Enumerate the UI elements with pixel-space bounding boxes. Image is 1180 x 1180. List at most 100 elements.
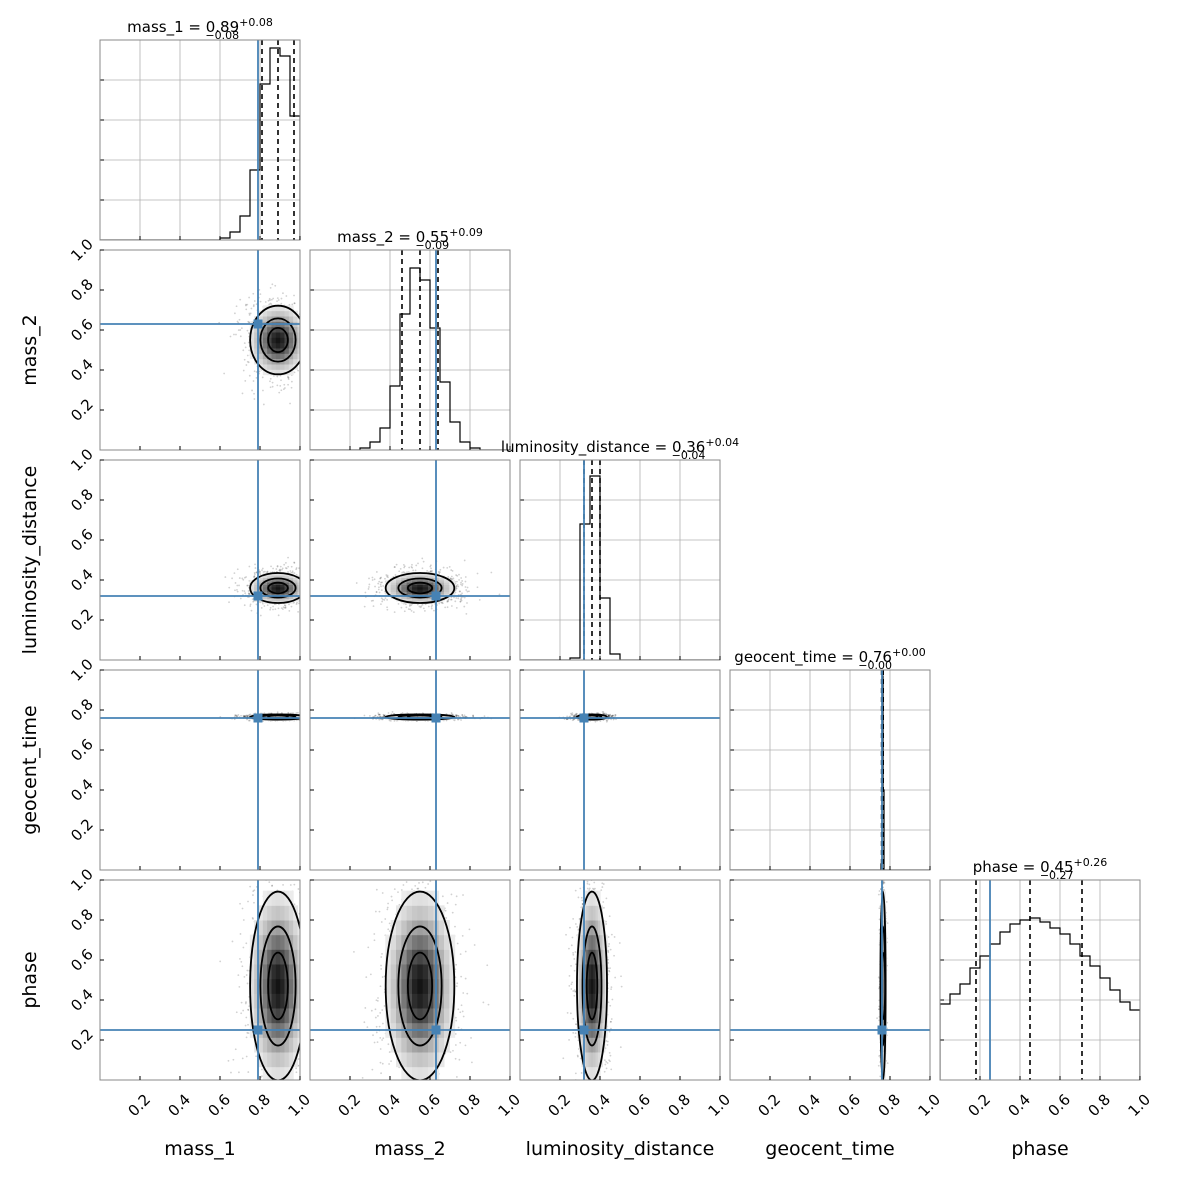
sample-point (283, 604, 286, 607)
density-bin (302, 715, 307, 718)
sample-point (424, 603, 427, 606)
sample-point (238, 584, 240, 587)
sample-point (414, 569, 417, 572)
sample-point (377, 712, 380, 715)
density-bin (288, 353, 294, 360)
sample-point (253, 575, 256, 577)
sample-point (276, 564, 279, 567)
sample-point (421, 603, 424, 606)
sample-point (455, 714, 458, 717)
density-bin (258, 358, 264, 365)
y-tick-label: 0.6 (67, 735, 97, 765)
sample-point (304, 715, 306, 717)
sample-point (406, 571, 408, 574)
sample-point (410, 609, 413, 612)
histogram-mass_2 (310, 267, 510, 450)
sample-point (463, 605, 466, 608)
density-bin (412, 579, 418, 583)
density-bin (406, 582, 413, 585)
sample-point (279, 568, 281, 571)
sample-point (382, 585, 385, 587)
density-bin (417, 575, 424, 578)
sample-point (247, 320, 250, 323)
density-bin (428, 586, 434, 590)
sample-point (383, 714, 386, 717)
density-bin (275, 337, 281, 344)
density-bin (249, 353, 255, 360)
sample-point (302, 717, 304, 719)
sample-point (455, 586, 457, 589)
sample-point (302, 308, 304, 310)
density-bin (385, 589, 392, 592)
sample-point (283, 383, 286, 386)
sample-point (306, 714, 308, 716)
sample-point (307, 602, 309, 604)
density-bin (280, 305, 285, 312)
sample-point (416, 603, 419, 606)
sample-point (306, 716, 308, 718)
density-bin (401, 586, 408, 590)
density-bin (297, 316, 300, 322)
sample-point (269, 608, 272, 611)
sample-point (297, 711, 299, 714)
sample-point (253, 398, 256, 400)
sample-point (315, 589, 317, 591)
histogram-mass_1 (100, 47, 300, 240)
sample-point (246, 714, 249, 717)
sample-point (301, 714, 303, 716)
contour-line (397, 577, 443, 599)
density-bin (297, 348, 300, 354)
sample-point (295, 567, 298, 569)
sample-point (293, 294, 295, 297)
sample-point (430, 607, 433, 610)
sample-point (276, 565, 279, 568)
sample-point (458, 578, 460, 581)
density-bin (422, 598, 429, 602)
sample-point (306, 715, 308, 717)
sample-point (237, 714, 240, 716)
density-bin (297, 337, 300, 344)
density-bin (267, 305, 272, 312)
sample-point (301, 591, 303, 593)
sample-point (246, 718, 248, 721)
sample-point (446, 599, 449, 602)
density-bin (412, 598, 418, 602)
sample-point (315, 592, 317, 594)
sample-point (277, 614, 280, 617)
sample-point (242, 369, 245, 372)
sample-point (460, 597, 463, 600)
density-bin (254, 348, 259, 354)
sample-point (465, 612, 468, 615)
sample-point (270, 298, 273, 301)
sample-point (464, 580, 467, 583)
sample-point (262, 403, 265, 406)
sample-point (459, 600, 462, 603)
sample-point (279, 570, 282, 572)
sample-point (290, 565, 293, 568)
sample-point (461, 584, 464, 587)
density-bin (254, 353, 259, 360)
sample-point (311, 322, 313, 324)
density-bin (412, 575, 418, 578)
sample-point (311, 301, 313, 303)
sample-point (451, 578, 454, 581)
sample-point (371, 576, 374, 579)
sample-point (304, 716, 306, 718)
sample-point (380, 718, 383, 721)
sample-point (301, 715, 303, 717)
density-bin (444, 589, 450, 592)
sample-point (262, 389, 264, 392)
density-bin (449, 579, 456, 583)
truth-marker (431, 591, 441, 601)
density-bin (280, 579, 285, 583)
sample-point (266, 604, 269, 606)
sample-point (247, 361, 250, 364)
density-bin (396, 582, 402, 585)
sample-point (387, 712, 390, 714)
sample-point (313, 719, 315, 721)
histogram-luminosity_distance (520, 475, 720, 660)
density-bin (271, 342, 277, 349)
density-bin (280, 310, 285, 317)
density-bin (428, 582, 434, 585)
sample-point (247, 321, 250, 324)
